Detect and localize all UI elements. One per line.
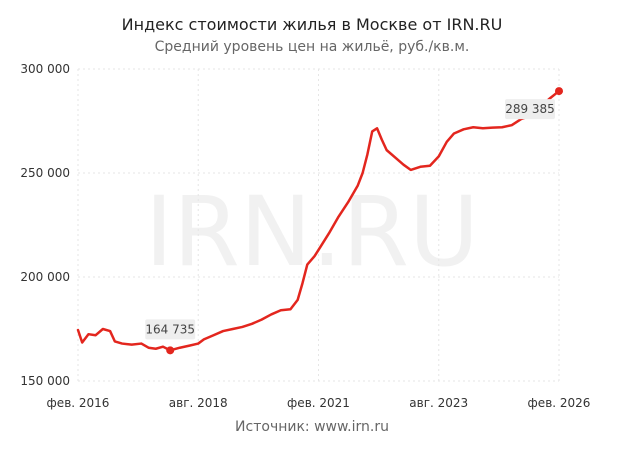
chart-title: Индекс стоимости жилья в Москве от IRN.R… (122, 15, 503, 34)
data-label-box (145, 319, 196, 340)
data-point-marker (555, 87, 563, 96)
y-tick-label: 250 000 (20, 166, 70, 180)
chart-subtitle: Средний уровень цен на жильё, руб./кв.м. (155, 39, 470, 55)
x-tick-label: авг. 2018 (169, 396, 228, 410)
data-point-marker (166, 346, 175, 355)
data-label-box (505, 99, 555, 120)
y-tick-label: 150 000 (20, 374, 70, 388)
x-tick-label: авг. 2023 (409, 396, 468, 410)
x-tick-label: фев. 2026 (528, 396, 591, 410)
y-tick-label: 300 000 (20, 62, 70, 76)
y-tick-label: 200 000 (20, 270, 70, 284)
watermark-text: IRN.RU (145, 176, 479, 288)
series-line (76, 89, 561, 352)
grid (77, 68, 560, 382)
axes: 150 000 200 000 250 000 300 000 фев. 2016 авг… (20, 62, 590, 410)
x-tick-label: фев. 2016 (47, 396, 110, 410)
point-labels: 164 735 289 385 (145, 99, 555, 340)
x-tick-label: фев. 2021 (287, 396, 350, 410)
data-label: 164 735 (145, 322, 195, 336)
chart-source: Источник: www.irn.ru (235, 419, 389, 435)
data-label: 289 385 (505, 102, 555, 116)
series-layer (76, 87, 563, 355)
